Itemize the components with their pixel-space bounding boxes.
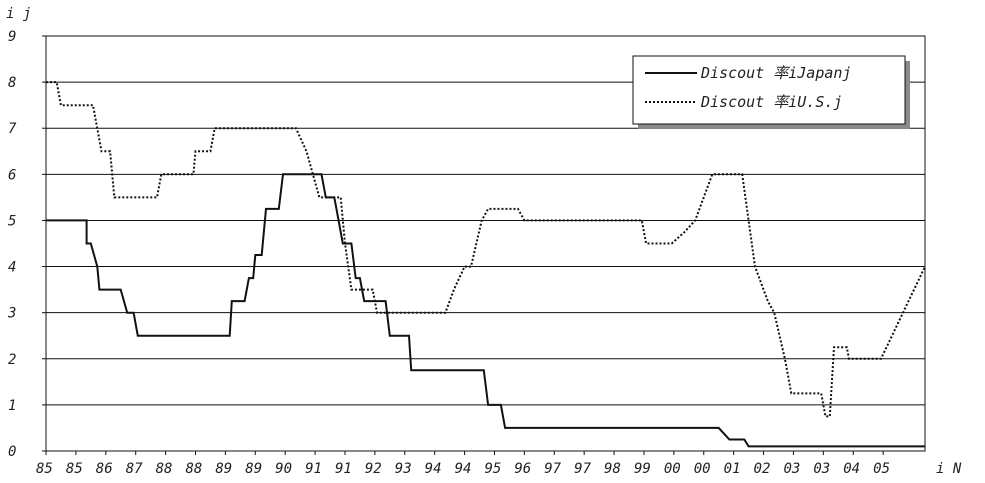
x-axis-ticks: 85 85 86 87 88 88 89 89 90 91 91 92 93 94 94 95 96 97 97 98… bbox=[36, 451, 890, 477]
y-tick-label: 5 bbox=[8, 213, 16, 229]
x-tick-label: 98 bbox=[604, 461, 621, 477]
x-tick-label: 92 bbox=[365, 461, 382, 477]
x-tick-label: 00 bbox=[694, 461, 711, 477]
x-tick-label: 94 bbox=[425, 461, 442, 477]
x-tick-label: 88 bbox=[156, 461, 173, 477]
legend-label-us: Discout 率iU.S.j bbox=[700, 93, 842, 111]
legend-box bbox=[632, 55, 906, 125]
x-tick-label: 95 bbox=[484, 461, 501, 477]
x-tick-label: 05 bbox=[873, 461, 890, 477]
x-tick-label: 02 bbox=[754, 461, 771, 477]
horizontal-gridlines bbox=[46, 81, 925, 406]
x-tick-label: 04 bbox=[843, 461, 860, 477]
x-tick-label: 00 bbox=[664, 461, 681, 477]
y-tick-label: 0 bbox=[8, 444, 16, 460]
series-line-us bbox=[46, 81, 926, 418]
y-tick-label: 6 bbox=[8, 167, 16, 183]
legend: Discout 率iJapanj Discout 率iU.S.j bbox=[632, 55, 910, 129]
x-tick-label: 03 bbox=[813, 461, 830, 477]
x-tick-label: 91 bbox=[335, 461, 352, 477]
x-tick-label: 93 bbox=[395, 461, 412, 477]
y-tick-label: 1 bbox=[8, 398, 16, 414]
x-tick-label: 85 bbox=[66, 461, 83, 477]
y-tick-label: 8 bbox=[8, 75, 16, 91]
x-tick-label: 87 bbox=[126, 461, 143, 477]
x-tick-label: 99 bbox=[634, 461, 651, 477]
x-axis-unit-label: i N bbox=[936, 461, 962, 477]
x-tick-label: 97 bbox=[574, 461, 591, 477]
y-tick-label: 9 bbox=[8, 29, 16, 45]
x-tick-label: 01 bbox=[724, 461, 741, 477]
x-tick-label: 91 bbox=[305, 461, 322, 477]
y-tick-label: 3 bbox=[7, 306, 16, 322]
y-tick-label: 4 bbox=[8, 260, 16, 276]
y-axis-unit-label: i j bbox=[6, 6, 31, 22]
legend-label-japan: Discout 率iJapanj bbox=[700, 64, 851, 82]
y-tick-label: 2 bbox=[8, 352, 16, 368]
x-tick-label: 89 bbox=[215, 461, 232, 477]
x-tick-label: 88 bbox=[185, 461, 202, 477]
x-tick-label: 90 bbox=[275, 461, 292, 477]
x-tick-label: 97 bbox=[544, 461, 561, 477]
x-tick-label: 96 bbox=[514, 461, 531, 477]
y-tick-label: 7 bbox=[8, 121, 17, 137]
x-tick-label: 89 bbox=[245, 461, 262, 477]
x-tick-label: 85 bbox=[36, 461, 53, 477]
plot-area-border bbox=[45, 35, 926, 452]
x-tick-label: 03 bbox=[783, 461, 800, 477]
y-axis-ticks: 0 1 2 3 4 5 6 7 8 9 bbox=[7, 29, 46, 460]
x-tick-label: 86 bbox=[96, 461, 113, 477]
series-lines bbox=[46, 81, 926, 448]
series-line-japan bbox=[46, 173, 925, 448]
x-tick-label: 94 bbox=[455, 461, 472, 477]
